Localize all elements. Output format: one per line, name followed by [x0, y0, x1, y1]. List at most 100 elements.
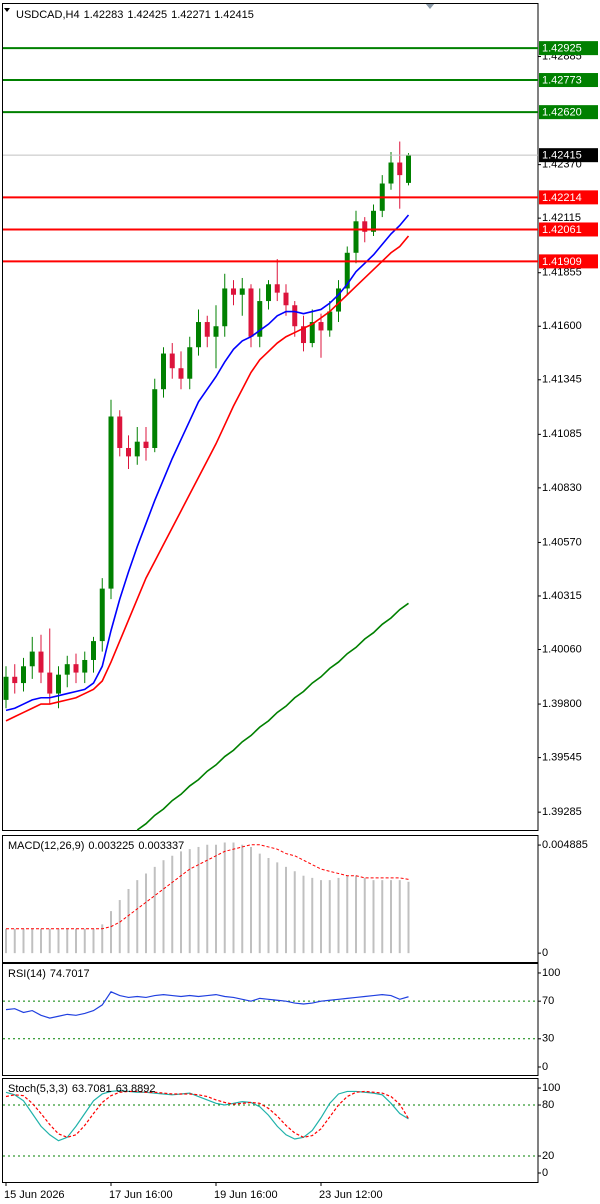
- panel-frame: [2, 963, 539, 1076]
- level-label-box: [539, 105, 598, 120]
- candle-body: [336, 288, 341, 312]
- y-tick-label: 1.39545: [542, 751, 582, 763]
- title-part: RSI(14): [8, 968, 46, 980]
- level-label-box: [539, 41, 598, 56]
- y-tick-label: 1.39285: [542, 806, 582, 818]
- candle-body: [222, 288, 228, 327]
- candle-body: [274, 284, 280, 293]
- level-label-box: [539, 73, 598, 88]
- candle-body: [152, 389, 158, 448]
- y-tick-label: 1.40570: [542, 536, 582, 548]
- y-tick-label: 1.41855: [542, 267, 582, 279]
- x-tick-label: 23 Jun 12:00: [319, 1189, 383, 1201]
- y-tick-label: 1.41345: [542, 374, 582, 386]
- moving-average: [5, 214, 410, 712]
- panel-frame: [2, 3, 539, 831]
- candle-body: [371, 210, 376, 232]
- y-tick-label: 30: [542, 1033, 554, 1045]
- panel-title: USDCAD,H4 1.42283 1.42425 1.42271 1.42415: [16, 9, 254, 21]
- candle-body: [327, 311, 333, 331]
- title-part: 1.42283: [84, 9, 124, 21]
- y-tick-label: 0.004885: [542, 839, 588, 851]
- indicator-line: [5, 1090, 410, 1138]
- candle-body: [108, 416, 114, 589]
- current-price-box: [539, 148, 598, 163]
- level-label: 1.42773: [542, 74, 582, 86]
- indicator-line: [5, 1089, 409, 1142]
- title-part: USDCAD,H4: [16, 9, 80, 21]
- title-part: 63.7081: [72, 1083, 112, 1095]
- level-label-box: [539, 190, 598, 205]
- candle-body: [21, 666, 26, 684]
- candle-body: [213, 326, 219, 337]
- level-label: 1.42620: [542, 107, 582, 119]
- y-tick-label: 70: [542, 995, 554, 1007]
- y-tick-label: 0: [542, 1167, 548, 1179]
- indicator-line: [5, 991, 409, 1019]
- level-label-box: [539, 254, 598, 269]
- moving-average: [136, 602, 409, 831]
- y-tick-label: 100: [542, 967, 560, 979]
- candle-body: [99, 588, 105, 642]
- candle-body: [117, 416, 123, 448]
- candle-body: [178, 368, 184, 379]
- title-part: MACD(12,26,9): [8, 840, 84, 852]
- menu-triangle[interactable]: [4, 8, 10, 12]
- candle-body: [56, 674, 61, 694]
- y-tick-label: 1.40830: [542, 482, 582, 494]
- candle-body: [143, 441, 149, 448]
- shift-marker[interactable]: [425, 3, 435, 9]
- level-label-box: [539, 222, 598, 237]
- level-label: 1.42214: [542, 192, 582, 204]
- y-tick-label: 100: [542, 1082, 560, 1094]
- candle-body: [353, 221, 359, 253]
- candle-body: [126, 447, 131, 457]
- x-tick-label: 17 Jun 16:00: [109, 1189, 173, 1201]
- y-tick-label: 20: [542, 1150, 554, 1162]
- candle-body: [248, 288, 254, 337]
- candle-body: [397, 162, 403, 176]
- title-part: 0.003225: [88, 840, 134, 852]
- title-part: Stoch(5,3,3): [8, 1083, 68, 1095]
- candle-body: [91, 641, 96, 660]
- candle-body: [134, 441, 140, 457]
- y-tick-label: 80: [542, 1099, 554, 1111]
- candle-body: [231, 288, 236, 295]
- candle-body: [239, 288, 245, 295]
- candle-body: [73, 664, 79, 673]
- title-part: 1.42415: [214, 9, 254, 21]
- panel-title: Stoch(5,3,3) 63.7081 63.8892: [8, 1083, 155, 1095]
- macd-signal: [6, 844, 409, 930]
- y-tick-label: 0: [542, 947, 548, 959]
- candle-body: [388, 162, 394, 184]
- candle-body: [309, 322, 315, 344]
- candle-body: [266, 284, 271, 302]
- level-label: 1.42925: [542, 43, 582, 55]
- panel-frame: [2, 1078, 539, 1183]
- candle-body: [47, 672, 53, 694]
- candle-body: [362, 221, 368, 232]
- candle-body: [12, 676, 18, 684]
- candle-body: [283, 292, 289, 306]
- title-part: 1.42425: [127, 9, 167, 21]
- candle-body: [169, 353, 175, 369]
- level-label: 1.41909: [542, 256, 582, 268]
- candle-body: [406, 155, 411, 183]
- candle-body: [29, 651, 35, 667]
- y-tick-label: 0: [542, 1061, 548, 1073]
- candle-body: [161, 353, 166, 390]
- candle-body: [3, 676, 9, 700]
- x-tick-label: 19 Jun 16:00: [214, 1189, 278, 1201]
- panel-frame: [2, 835, 539, 963]
- candle-body: [38, 651, 44, 673]
- candle-body: [344, 252, 350, 289]
- candle-body: [318, 322, 324, 331]
- panel-title: RSI(14) 74.7017: [8, 968, 90, 980]
- y-tick-label: 1.39800: [542, 698, 582, 710]
- y-tick-label: 1.40315: [542, 590, 582, 602]
- y-tick-label: 1.42115: [542, 212, 581, 224]
- candle-body: [204, 322, 210, 337]
